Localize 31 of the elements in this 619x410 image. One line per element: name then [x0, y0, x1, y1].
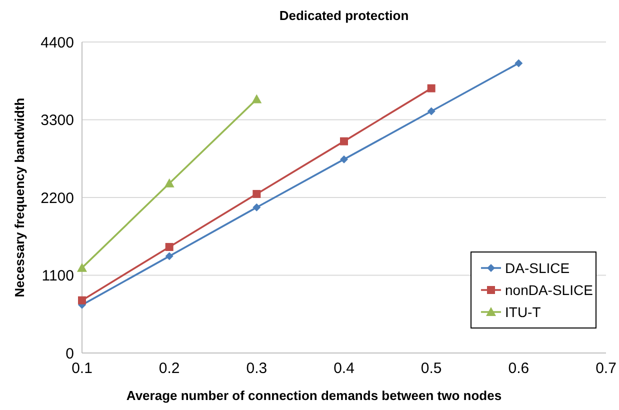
point	[252, 203, 261, 212]
legend-label: DA-SLICE	[505, 260, 570, 276]
x-tick-label: 0.4	[334, 360, 354, 377]
y-tick-label: 4400	[40, 34, 74, 52]
point	[340, 155, 348, 164]
x-tick-label: 0.7	[596, 360, 616, 377]
point	[427, 84, 436, 92]
x-tick-label: 0.5	[420, 360, 442, 377]
x-tick-label: 0.1	[72, 360, 92, 377]
legend-label: nonDA-SLICE	[505, 282, 593, 298]
point	[340, 137, 348, 146]
legend-label: ITU-T	[505, 304, 542, 320]
y-tick-label: 2200	[40, 190, 74, 207]
point	[165, 252, 174, 260]
x-tick-label: 0.2	[158, 360, 180, 377]
point	[77, 262, 87, 272]
point	[252, 190, 261, 198]
point	[164, 178, 174, 188]
y-tick-label: 3300	[40, 112, 74, 129]
point	[165, 242, 174, 251]
y-axis-title: Necessary frequency bandwidth	[12, 98, 27, 298]
point	[252, 94, 262, 104]
x-tick-label: 0.3	[246, 360, 268, 377]
point	[427, 107, 436, 116]
point	[514, 59, 523, 68]
x-axis-title: Average number of connection demands between two nodes	[126, 388, 502, 403]
point	[78, 296, 86, 304]
chart-title: Dedicated protection	[279, 8, 409, 23]
y-tick-label: 0	[66, 345, 74, 362]
x-tick-label: 0.6	[508, 360, 530, 377]
y-tick-label: 1100	[42, 268, 74, 284]
